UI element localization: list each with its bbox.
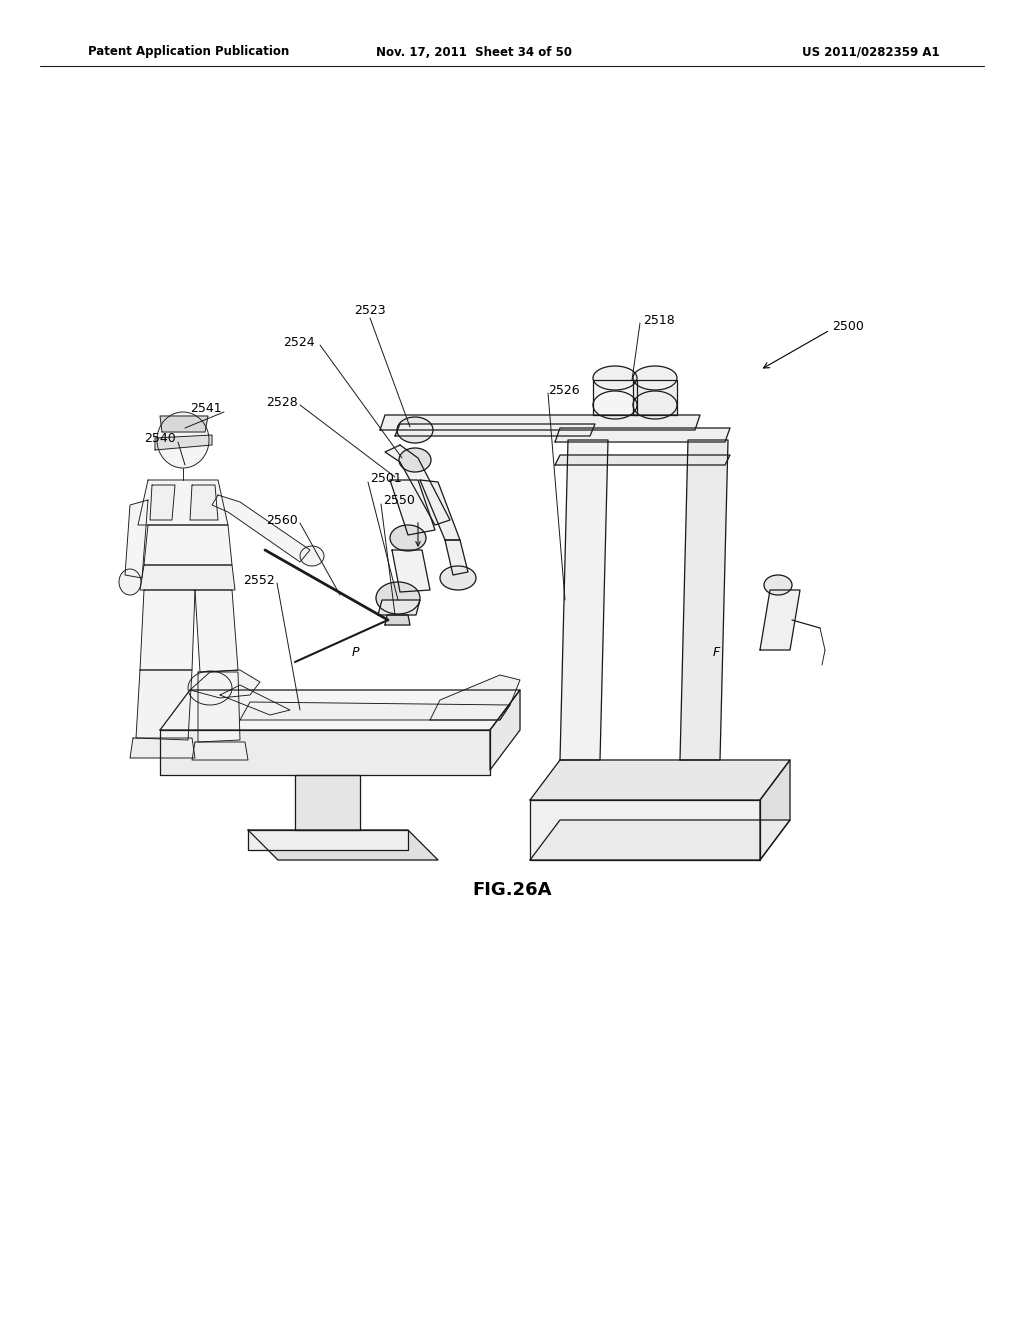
Ellipse shape bbox=[119, 569, 141, 595]
Polygon shape bbox=[530, 800, 760, 861]
Polygon shape bbox=[160, 690, 520, 730]
Ellipse shape bbox=[376, 582, 420, 614]
Polygon shape bbox=[680, 440, 728, 760]
Text: US 2011/0282359 A1: US 2011/0282359 A1 bbox=[803, 45, 940, 58]
Polygon shape bbox=[295, 775, 360, 830]
Text: 2560: 2560 bbox=[266, 513, 298, 527]
Text: 2526: 2526 bbox=[548, 384, 580, 396]
Polygon shape bbox=[144, 525, 232, 565]
Ellipse shape bbox=[399, 447, 431, 473]
Text: 2541: 2541 bbox=[190, 401, 222, 414]
Polygon shape bbox=[530, 820, 790, 861]
Text: Patent Application Publication: Patent Application Publication bbox=[88, 45, 289, 58]
Polygon shape bbox=[138, 480, 228, 525]
Polygon shape bbox=[198, 672, 240, 742]
Polygon shape bbox=[140, 590, 195, 671]
Ellipse shape bbox=[764, 576, 792, 595]
Polygon shape bbox=[445, 540, 468, 576]
Polygon shape bbox=[195, 590, 238, 672]
Polygon shape bbox=[593, 380, 637, 414]
Polygon shape bbox=[130, 738, 195, 758]
Polygon shape bbox=[490, 690, 520, 770]
Polygon shape bbox=[160, 730, 490, 775]
Polygon shape bbox=[430, 675, 520, 719]
Text: 2552: 2552 bbox=[244, 573, 275, 586]
Text: 2528: 2528 bbox=[266, 396, 298, 408]
Polygon shape bbox=[378, 601, 420, 615]
Polygon shape bbox=[760, 760, 790, 861]
Text: 2523: 2523 bbox=[354, 304, 386, 317]
Ellipse shape bbox=[633, 391, 677, 418]
Polygon shape bbox=[140, 565, 234, 590]
Polygon shape bbox=[240, 702, 510, 719]
Ellipse shape bbox=[397, 417, 433, 444]
Polygon shape bbox=[248, 830, 438, 861]
Text: 2501: 2501 bbox=[370, 471, 401, 484]
Ellipse shape bbox=[633, 366, 677, 389]
Polygon shape bbox=[555, 455, 730, 465]
Text: F: F bbox=[713, 647, 720, 660]
Polygon shape bbox=[420, 480, 460, 540]
Polygon shape bbox=[392, 550, 430, 591]
Ellipse shape bbox=[188, 671, 232, 705]
Polygon shape bbox=[212, 495, 310, 562]
Text: 2550: 2550 bbox=[383, 494, 415, 507]
Text: 2518: 2518 bbox=[643, 314, 675, 326]
Polygon shape bbox=[385, 615, 410, 624]
Text: FIG.26A: FIG.26A bbox=[472, 880, 552, 899]
Polygon shape bbox=[125, 500, 148, 578]
Polygon shape bbox=[160, 416, 208, 432]
Polygon shape bbox=[136, 671, 193, 741]
Polygon shape bbox=[220, 685, 290, 715]
Polygon shape bbox=[150, 484, 175, 520]
Ellipse shape bbox=[440, 566, 476, 590]
Polygon shape bbox=[248, 830, 408, 850]
Polygon shape bbox=[190, 484, 218, 520]
Text: 2540: 2540 bbox=[144, 432, 176, 445]
Polygon shape bbox=[190, 671, 260, 698]
Polygon shape bbox=[380, 414, 700, 430]
Polygon shape bbox=[555, 428, 730, 442]
Text: 2524: 2524 bbox=[284, 335, 315, 348]
Ellipse shape bbox=[157, 412, 209, 469]
Text: P: P bbox=[351, 645, 358, 659]
Polygon shape bbox=[390, 480, 435, 535]
Ellipse shape bbox=[300, 546, 324, 566]
Polygon shape bbox=[395, 424, 595, 436]
Ellipse shape bbox=[593, 391, 637, 418]
Polygon shape bbox=[633, 380, 677, 414]
Ellipse shape bbox=[593, 366, 637, 389]
Polygon shape bbox=[155, 436, 212, 450]
Ellipse shape bbox=[390, 525, 426, 550]
Polygon shape bbox=[560, 440, 608, 760]
Polygon shape bbox=[530, 760, 790, 800]
Polygon shape bbox=[760, 590, 800, 649]
Polygon shape bbox=[385, 445, 450, 525]
Text: 2500: 2500 bbox=[831, 321, 864, 334]
Text: Nov. 17, 2011  Sheet 34 of 50: Nov. 17, 2011 Sheet 34 of 50 bbox=[376, 45, 572, 58]
Polygon shape bbox=[193, 742, 248, 760]
